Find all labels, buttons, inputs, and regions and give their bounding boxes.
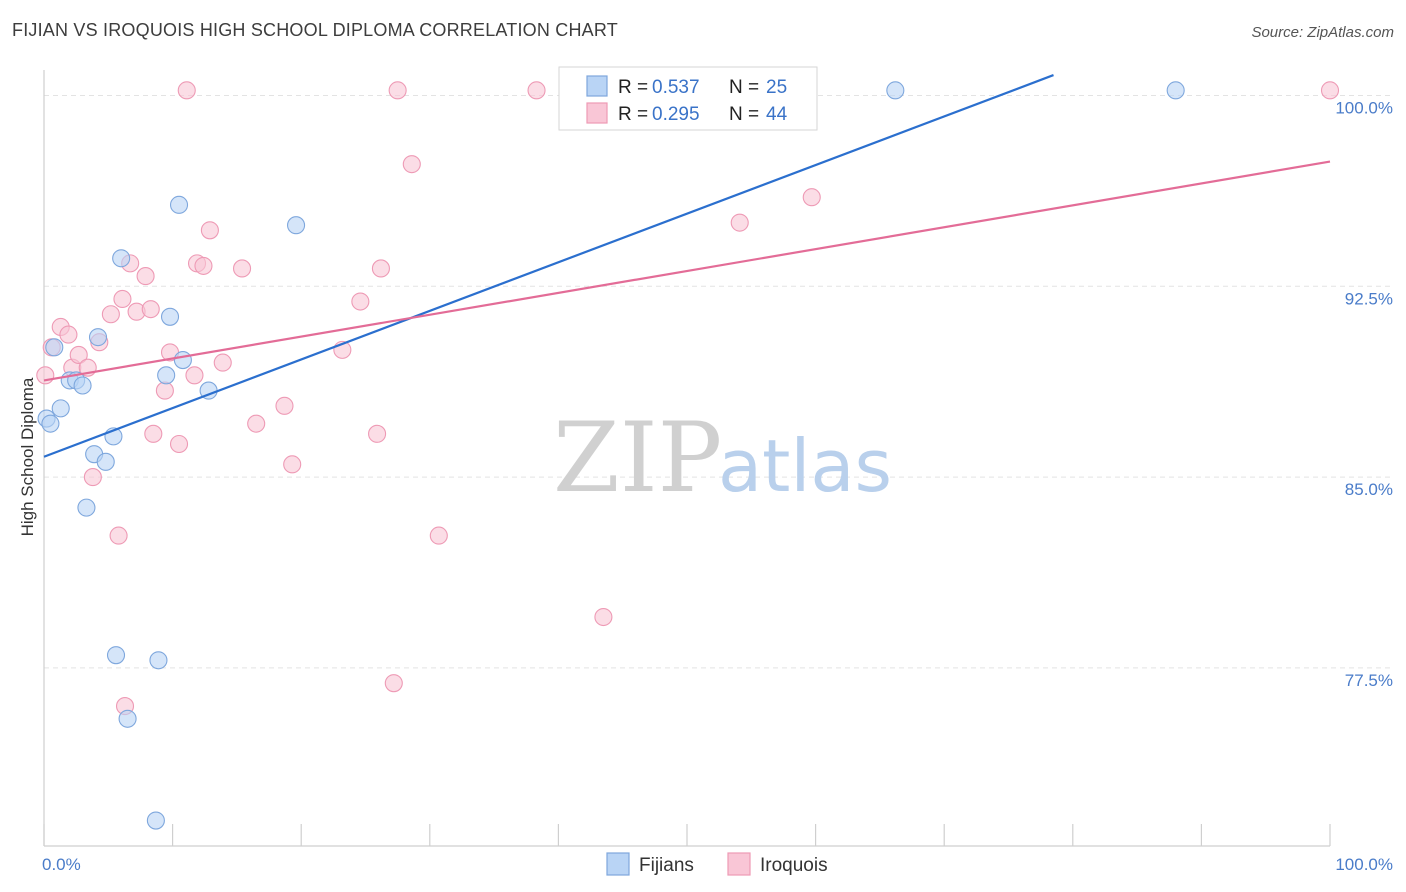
iroquois-points — [36, 81, 1340, 716]
fijians-point — [173, 350, 192, 370]
iroquois-point — [213, 353, 232, 372]
iroquois-point — [185, 366, 204, 385]
series-legend-swatch-fijians — [606, 852, 630, 876]
iroquois-point — [283, 455, 302, 474]
iroquois-point — [101, 305, 120, 324]
iroquois-point — [388, 81, 407, 100]
legend-r-value-fijians: 0.537 — [652, 77, 700, 98]
x-tick-labels: 0.0% 100.0% — [42, 855, 1393, 874]
watermark-zip: ZIP — [553, 402, 722, 514]
iroquois-point — [275, 396, 294, 415]
iroquois-point — [136, 267, 155, 286]
trendlines — [43, 74, 1331, 458]
fijians-point — [287, 216, 306, 235]
iroquois-point — [527, 81, 546, 100]
iroquois-point — [384, 674, 403, 693]
iroquois-point — [368, 424, 387, 443]
y-tick-label: 100.0% — [1335, 98, 1393, 117]
iroquois-point — [1320, 81, 1340, 100]
iroquois-point — [594, 607, 613, 627]
fijians-point — [169, 195, 189, 214]
iroquois-point — [802, 188, 821, 207]
legend-r-value-iroquois: 0.295 — [652, 104, 700, 125]
fijians-point — [96, 452, 115, 471]
fijians-point — [45, 338, 64, 357]
iroquois-point — [83, 468, 102, 487]
fijians-point — [106, 646, 126, 665]
iroquois-point — [59, 325, 78, 344]
legend-swatch-iroquois — [586, 102, 608, 124]
source-credit: Source: ZipAtlas.com — [1251, 24, 1394, 41]
fijians-points — [37, 81, 1185, 830]
chart-title: FIJIAN VS IROQUOIS HIGH SCHOOL DIPLOMA C… — [12, 20, 618, 40]
x-axis-ticks — [43, 824, 1331, 846]
iroquois-point — [247, 414, 266, 433]
fijians-point — [160, 307, 180, 326]
grid-lines — [44, 94, 1394, 669]
iroquois-point — [402, 155, 421, 174]
fijians-point — [112, 249, 131, 268]
iroquois-point — [155, 381, 174, 400]
iroquois-point — [141, 300, 160, 319]
iroquois-point — [429, 526, 448, 545]
legend-n-label-fijians: N = — [729, 77, 759, 98]
series-legend-swatch-iroquois — [727, 852, 751, 876]
iroquois-point — [232, 259, 252, 278]
fijians-point — [149, 651, 168, 670]
fijians-point — [157, 366, 176, 385]
iroquois-point — [109, 526, 128, 545]
legend-n-value-fijians: 25 — [766, 77, 787, 98]
iroquois-trendline — [43, 160, 1331, 382]
x-tick-label: 100.0% — [1335, 855, 1393, 874]
fijians-point — [88, 328, 108, 347]
legend-swatch-fijians — [586, 75, 608, 97]
iroquois-point — [371, 259, 390, 278]
series-legend-label-iroquois: Iroquois — [760, 855, 828, 876]
x-tick-label: 0.0% — [42, 855, 81, 874]
legend-n-value-iroquois: 44 — [766, 104, 788, 125]
fijians-point — [73, 376, 92, 395]
legend-r-label-fijians: R = — [618, 77, 648, 98]
fijians-point — [41, 414, 60, 433]
series-legend: Fijians Iroquois — [606, 852, 828, 876]
fijians-point — [77, 498, 96, 517]
y-axis-title: High School Diploma — [18, 377, 37, 536]
legend-n-label-iroquois: N = — [729, 104, 759, 125]
fijians-point — [146, 811, 165, 830]
fijians-point — [51, 399, 70, 418]
series-legend-label-fijians: Fijians — [639, 855, 694, 876]
watermark: ZIP atlas — [553, 402, 892, 514]
iroquois-point — [113, 289, 132, 309]
iroquois-point — [169, 434, 189, 454]
y-tick-label: 85.0% — [1345, 480, 1393, 499]
fijians-point — [886, 81, 905, 100]
iroquois-point — [177, 81, 196, 100]
iroquois-point — [144, 424, 163, 443]
iroquois-point — [194, 256, 213, 275]
watermark-atlas: atlas — [718, 424, 892, 508]
y-tick-labels: 77.5% 85.0% 92.5% 100.0% — [1335, 98, 1393, 689]
iroquois-point — [200, 221, 219, 240]
legend-r-label-iroquois: R = — [618, 104, 648, 125]
iroquois-point — [351, 292, 370, 311]
iroquois-point — [730, 213, 749, 232]
fijians-point — [118, 709, 137, 728]
iroquois-point — [69, 345, 88, 365]
stats-legend: R = 0.537 N = 25 R = 0.295 N = 44 — [558, 66, 818, 131]
y-tick-label: 92.5% — [1345, 289, 1393, 308]
y-tick-label: 77.5% — [1345, 671, 1393, 690]
fijians-trendline — [43, 74, 1054, 458]
fijians-point — [1166, 81, 1185, 100]
